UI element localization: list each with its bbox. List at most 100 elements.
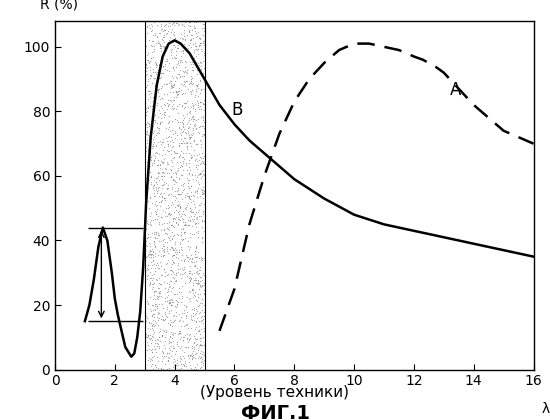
Point xyxy=(191,311,200,318)
Point xyxy=(155,95,164,102)
Point xyxy=(172,94,180,100)
Point xyxy=(141,184,150,191)
Point xyxy=(165,354,174,361)
Point xyxy=(194,228,202,235)
Point xyxy=(147,302,156,309)
Point xyxy=(171,188,180,194)
Point xyxy=(160,114,168,121)
Point xyxy=(186,131,195,137)
Point xyxy=(191,229,200,236)
Point xyxy=(167,47,175,54)
Point xyxy=(168,144,177,151)
Point xyxy=(151,287,160,294)
Point xyxy=(164,337,173,344)
Point xyxy=(155,220,164,227)
Point xyxy=(158,159,167,166)
Point xyxy=(186,76,195,83)
Point xyxy=(149,129,158,136)
Point xyxy=(199,325,208,331)
Point xyxy=(188,75,197,81)
Point xyxy=(177,171,186,178)
Point xyxy=(148,275,157,282)
Point xyxy=(147,115,156,122)
Point xyxy=(194,207,203,214)
Point xyxy=(150,287,158,294)
Point xyxy=(156,160,164,167)
Point xyxy=(170,147,179,154)
Point xyxy=(154,87,163,93)
Point xyxy=(186,352,195,359)
Point xyxy=(142,68,151,74)
Point xyxy=(162,244,171,250)
Point xyxy=(148,38,157,45)
Point xyxy=(196,326,205,333)
Point xyxy=(199,327,208,334)
Point xyxy=(177,191,186,197)
Point xyxy=(151,142,160,149)
Point xyxy=(150,243,159,250)
Point xyxy=(195,90,204,97)
Point xyxy=(142,82,151,89)
Point xyxy=(152,62,161,69)
Point xyxy=(146,326,155,333)
Point xyxy=(153,341,162,347)
Point xyxy=(158,95,167,102)
Point xyxy=(200,255,208,261)
Point xyxy=(176,35,185,42)
Point xyxy=(187,213,196,219)
Point xyxy=(181,18,190,25)
Point xyxy=(163,305,172,312)
Point xyxy=(185,230,194,237)
Point xyxy=(148,141,157,147)
Point xyxy=(179,68,188,75)
Point xyxy=(173,166,182,173)
Point xyxy=(189,218,197,224)
Text: (Уровень техники): (Уровень техники) xyxy=(201,385,349,400)
Point xyxy=(143,273,152,279)
Point xyxy=(150,177,158,184)
Point xyxy=(158,158,167,165)
Point xyxy=(167,52,175,58)
Point xyxy=(144,75,153,82)
Point xyxy=(186,252,195,259)
Point xyxy=(156,30,164,37)
Point xyxy=(186,244,195,250)
Point xyxy=(186,152,195,159)
Point xyxy=(173,92,182,99)
Point xyxy=(163,226,172,233)
Point xyxy=(169,313,178,320)
Point xyxy=(144,355,153,362)
Point xyxy=(177,52,185,59)
Point xyxy=(185,116,194,123)
Point xyxy=(196,313,205,320)
Point xyxy=(148,360,157,367)
Point xyxy=(178,129,187,136)
Point xyxy=(165,300,174,307)
Point xyxy=(155,170,163,176)
Point xyxy=(170,270,179,277)
Point xyxy=(163,58,172,64)
Point xyxy=(195,202,204,208)
Point xyxy=(197,347,206,354)
Point xyxy=(147,179,156,186)
Point xyxy=(142,24,151,31)
Point xyxy=(189,269,198,276)
Point xyxy=(169,275,178,281)
Point xyxy=(177,236,186,243)
Point xyxy=(164,60,173,66)
Point xyxy=(178,267,187,273)
Point xyxy=(168,218,177,224)
Point xyxy=(150,128,159,134)
Point xyxy=(192,308,201,315)
Point xyxy=(153,102,162,109)
Point xyxy=(144,146,152,153)
Point xyxy=(151,202,160,209)
Point xyxy=(196,102,205,109)
Point xyxy=(158,241,167,247)
Point xyxy=(190,108,199,115)
Point xyxy=(142,111,151,118)
Point xyxy=(153,173,162,179)
Point xyxy=(190,123,199,129)
Point xyxy=(170,204,179,210)
Point xyxy=(148,246,157,252)
